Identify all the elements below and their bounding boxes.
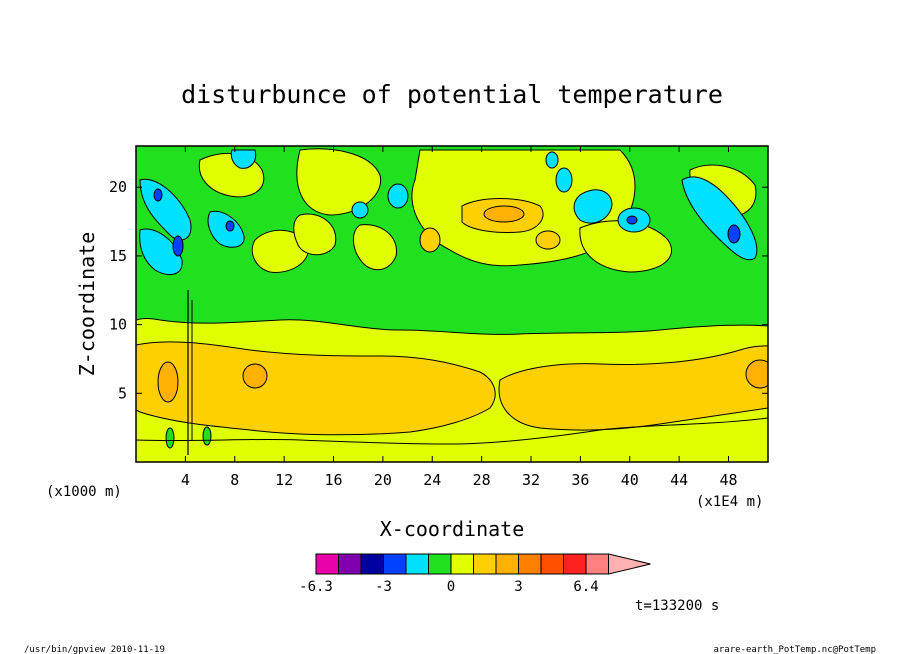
orange-band [136,341,496,436]
cold-core [225,220,235,232]
cold-patch [573,189,613,224]
cold-patch [230,149,257,169]
y-tick-label: 10 [109,316,127,334]
warm-blob [242,363,268,389]
cold-core [727,224,741,244]
colorbar-label: 6.4 [573,579,598,595]
cold-patch [387,183,409,209]
x-scale-note: (x1000 m) [46,484,122,500]
warm-blob [483,205,525,223]
cold-patch [351,201,369,219]
yellow-patch [251,229,309,273]
colorbar-swatch [428,553,452,575]
x-tick-label: 12 [275,471,293,489]
footer-right: arare-earth_PotTemp.nc@PotTemp [713,645,876,654]
colorbar-swatch [383,553,407,575]
footer-left: /usr/bin/gpview 2010-11-19 [24,645,165,654]
x-tick-label: 24 [423,471,441,489]
warm-blob [419,227,441,253]
colorbar-swatch [360,553,384,575]
warm-blob [157,361,179,403]
x-tick-label: 20 [374,471,392,489]
contour-field [136,146,768,462]
chart-title: disturbunce of potential temperature [181,80,723,109]
cold-patch [139,178,192,241]
x-tick-label: 16 [324,471,342,489]
warm-blob [745,359,768,389]
y-tick-label: 15 [109,247,127,265]
colorbar-swatch [450,553,474,575]
colorbar-extend-arrow [608,553,651,575]
y-tick-label: 5 [118,384,127,402]
y-axis: 5 10 15 20 [109,178,768,402]
colorbar-swatch [540,553,564,575]
time-label: t=133200 s [635,598,719,614]
plot-frame [135,145,769,463]
colorbar-swatch [563,553,587,575]
x-tick-label: 28 [473,471,491,489]
x-tick-label: 44 [670,471,688,489]
orange-band-right [498,345,768,431]
cold-patch [555,167,573,193]
colorbar-swatch [473,553,497,575]
colorbar-label: 3 [514,579,522,595]
colorbar-labels: -6.3 -3 0 3 6.4 [299,579,599,595]
colorbar-swatch [585,553,609,575]
colorbar-swatch [495,553,519,575]
colorbar-label: 0 [447,579,455,595]
y-tick-label: 20 [109,178,127,196]
cool-patch [165,427,175,449]
cold-core [172,235,184,257]
colorbar-label: -6.3 [299,579,333,595]
x-tick-label: 36 [571,471,589,489]
yellow-patch [353,224,397,271]
x-axis-label: X-coordinate [380,517,525,541]
colorbar [315,553,651,575]
x-tick-label: 8 [230,471,239,489]
warm-blob [535,230,561,250]
x-tick-label: 48 [719,471,737,489]
cold-patch [545,151,559,169]
x-tick-label: 40 [621,471,639,489]
colorbar-label: -3 [375,579,392,595]
x-unit-note: (x1E4 m) [696,494,763,510]
cool-patch [202,426,212,446]
colorbar-swatch [518,553,542,575]
colorbar-swatch [405,553,429,575]
y-axis-label: Z-coordinate [75,232,99,377]
cold-patch [139,228,183,276]
lower-contour-line [136,417,768,445]
yellow-patch [293,213,337,256]
cold-patch [207,210,245,248]
colorbar-swatch [315,553,339,575]
x-tick-label: 32 [522,471,540,489]
colorbar-swatch [338,553,362,575]
cold-core [153,188,163,202]
x-axis: 4 8 12 16 20 24 28 32 36 40 44 48 [181,146,738,489]
x-tick-label: 4 [181,471,190,489]
yellow-patch [296,148,382,216]
cold-core [626,215,638,225]
